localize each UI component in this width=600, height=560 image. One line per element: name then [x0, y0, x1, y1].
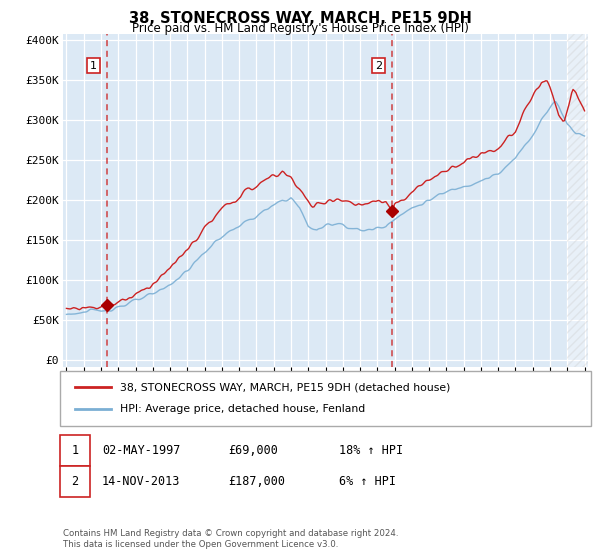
Text: 38, STONECROSS WAY, MARCH, PE15 9DH (detached house): 38, STONECROSS WAY, MARCH, PE15 9DH (det…	[120, 382, 451, 393]
Text: 2: 2	[71, 475, 79, 488]
Bar	[567, 34, 600, 367]
Text: 38, STONECROSS WAY, MARCH, PE15 9DH: 38, STONECROSS WAY, MARCH, PE15 9DH	[128, 11, 472, 26]
Text: 1: 1	[90, 60, 97, 71]
Text: £187,000: £187,000	[228, 475, 285, 488]
Text: 18% ↑ HPI: 18% ↑ HPI	[339, 444, 403, 458]
Text: 2: 2	[375, 60, 382, 71]
Text: 02-MAY-1997: 02-MAY-1997	[102, 444, 181, 458]
Text: £69,000: £69,000	[228, 444, 278, 458]
Text: Contains HM Land Registry data © Crown copyright and database right 2024.
This d: Contains HM Land Registry data © Crown c…	[63, 529, 398, 549]
Text: 6% ↑ HPI: 6% ↑ HPI	[339, 475, 396, 488]
Text: Price paid vs. HM Land Registry's House Price Index (HPI): Price paid vs. HM Land Registry's House …	[131, 22, 469, 35]
Text: 1: 1	[71, 444, 79, 458]
Text: 14-NOV-2013: 14-NOV-2013	[102, 475, 181, 488]
Text: HPI: Average price, detached house, Fenland: HPI: Average price, detached house, Fenl…	[120, 404, 365, 414]
